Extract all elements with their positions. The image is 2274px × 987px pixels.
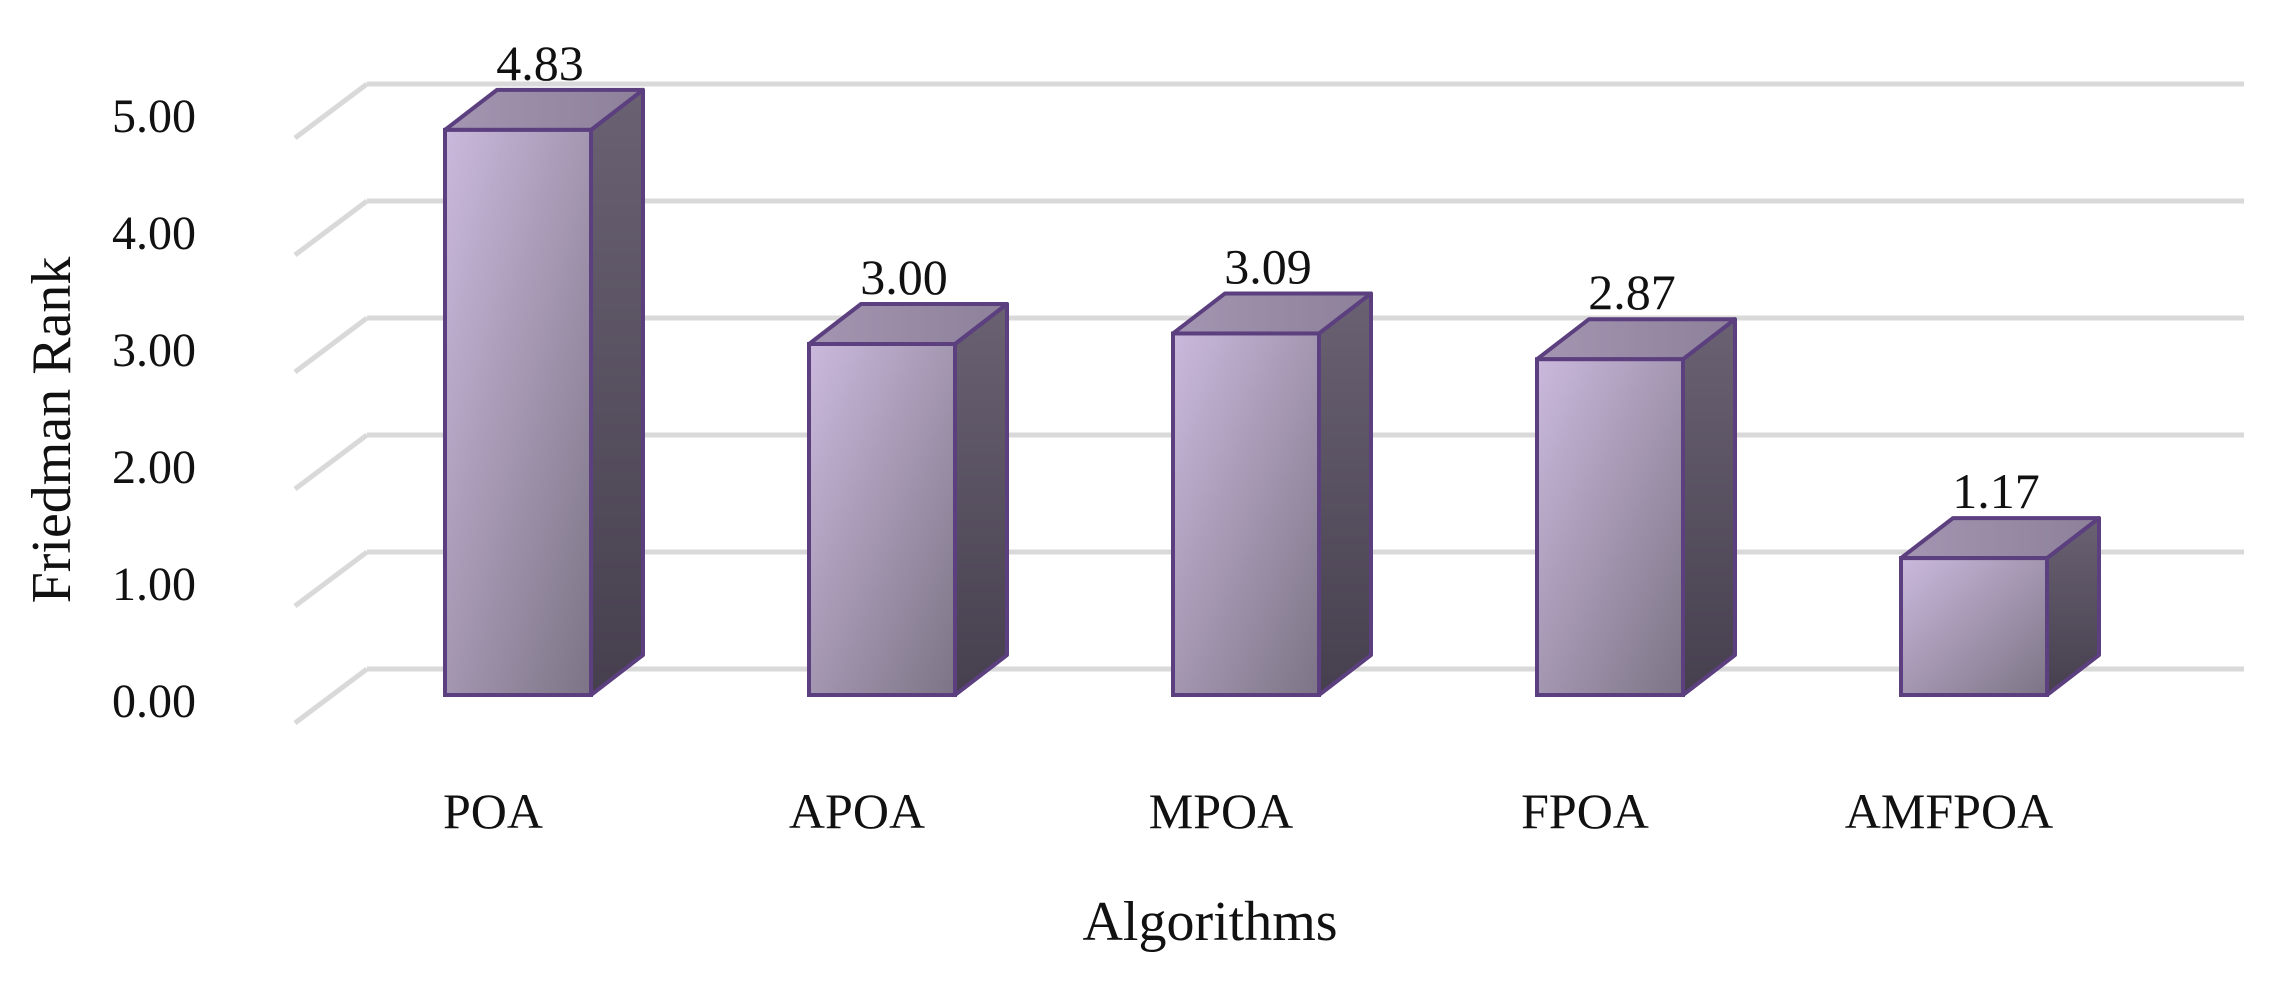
bars: 4.83 3.00 3.09 2.87 1.17 <box>443 35 2101 697</box>
y-tick-label: 1.00 <box>112 558 196 611</box>
gridline-diagonal <box>293 433 369 491</box>
data-label: 3.00 <box>860 249 948 305</box>
y-tick-label: 0.00 <box>112 675 196 728</box>
bar-side-face <box>1317 291 1373 697</box>
x-category-label: AMFPOA <box>1845 783 2053 839</box>
bar-fpoa: 2.87 <box>1535 264 1737 697</box>
x-category-label: MPOA <box>1149 783 1293 839</box>
bar-front-face <box>1171 331 1321 697</box>
bar-front-face <box>807 342 957 697</box>
y-tick-label: 4.00 <box>112 207 196 260</box>
y-tick-label: 3.00 <box>112 324 196 377</box>
y-tick-label: 2.00 <box>112 441 196 494</box>
data-label: 4.83 <box>496 35 584 91</box>
data-label: 2.87 <box>1588 264 1676 320</box>
x-axis-categories: POA APOA MPOA FPOA AMFPOA <box>443 783 2053 839</box>
data-label: 1.17 <box>1952 463 2040 519</box>
gridline-diagonal <box>293 667 369 725</box>
data-label: 3.09 <box>1224 238 1312 294</box>
bar-front-face <box>1535 357 1685 697</box>
bar-front-face <box>443 127 593 697</box>
x-category-label: POA <box>443 783 543 839</box>
bar-side-face <box>953 302 1009 697</box>
y-tick-label: 5.00 <box>112 90 196 143</box>
gridline-diagonal <box>293 550 369 608</box>
bar-front-face <box>1899 556 2049 697</box>
x-category-label: FPOA <box>1521 783 1649 839</box>
bar-amfpoa: 1.17 <box>1899 463 2101 697</box>
bar-mpoa: 3.09 <box>1171 238 1373 697</box>
gridline-diagonal <box>293 199 369 257</box>
x-axis-title: Algorithms <box>1082 891 1337 953</box>
gridline-diagonal <box>293 82 369 140</box>
bar-side-face <box>589 87 645 697</box>
y-axis-ticks: 0.00 1.00 2.00 3.00 4.00 5.00 <box>112 90 196 728</box>
x-category-label: APOA <box>789 783 925 839</box>
y-axis-title: Friedman Rank <box>21 257 83 604</box>
bar-poa: 4.83 <box>443 35 645 697</box>
gridline-diagonal <box>293 316 369 374</box>
bar-apoa: 3.00 <box>807 249 1009 697</box>
bar-side-face <box>1681 317 1737 697</box>
